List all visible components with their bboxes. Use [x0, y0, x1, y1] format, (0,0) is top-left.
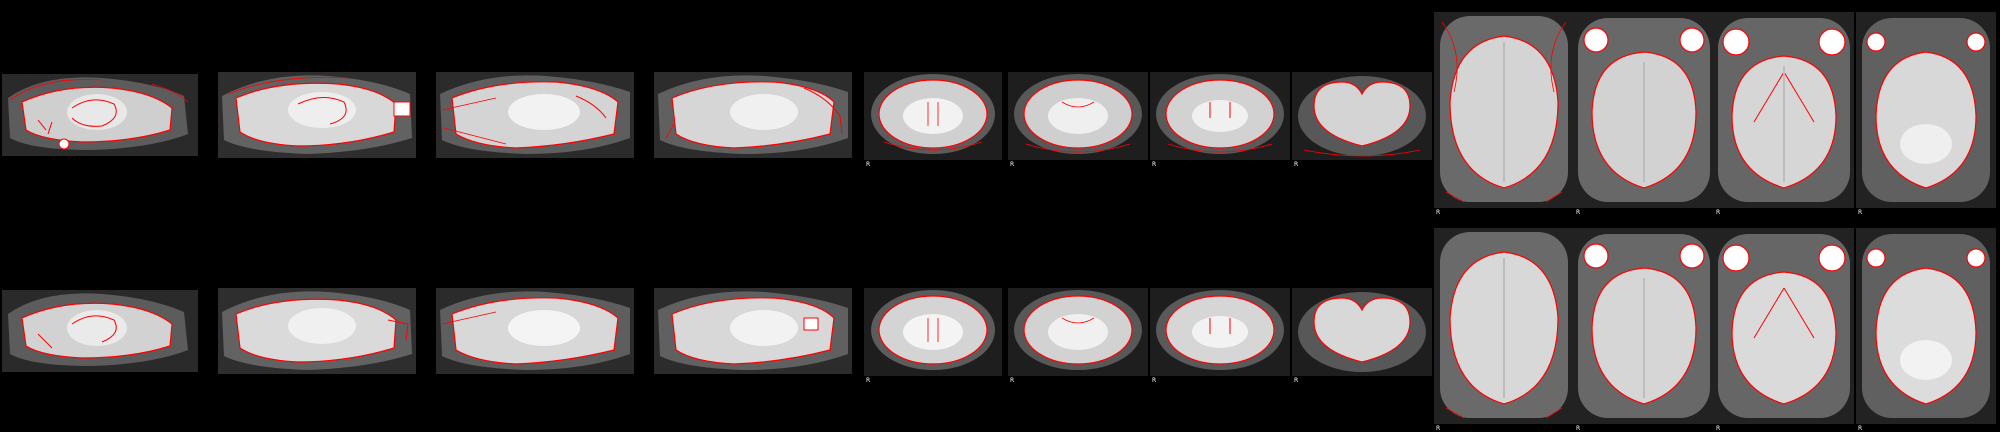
mri-coronal-image [1292, 288, 1432, 376]
mri-coronal-image [864, 288, 1002, 376]
orientation-label: R [1716, 209, 1721, 216]
mri-coronal-image [1150, 72, 1290, 160]
sagittal-slice-3 [436, 68, 634, 160]
coronal-slice-2: R [1008, 288, 1148, 384]
slice-row-2: R R R R [0, 216, 2000, 432]
coronal-slice-3: R [1150, 288, 1290, 384]
orientation-label: R [1152, 377, 1157, 384]
orientation-label: R [1716, 425, 1721, 432]
orientation-label: R [866, 377, 871, 384]
sagittal-slice-1 [2, 284, 198, 376]
slice-row-1: R R R R [2, 12, 1996, 216]
orientation-label: R [1858, 425, 1863, 432]
mri-axial-image [1856, 12, 1996, 208]
orientation-label: R [1294, 161, 1299, 168]
mri-coronal-image [1008, 288, 1148, 376]
orientation-label: R [1152, 161, 1157, 168]
coronal-slice-4: R [1292, 72, 1432, 168]
mri-sagittal-image [218, 288, 416, 374]
orientation-label: R [1576, 425, 1581, 432]
mri-axial-image [1714, 228, 1854, 424]
mri-sagittal-image [436, 288, 634, 374]
sagittal-slice-2 [218, 68, 416, 160]
orientation-label: R [1294, 377, 1299, 384]
mri-axial-image [1574, 228, 1714, 424]
axial-slice-3: R [1714, 12, 1854, 216]
mri-axial-image [1574, 12, 1714, 208]
sagittal-slice-1 [2, 68, 198, 160]
coronal-slice-4: R [1292, 288, 1432, 384]
axial-slice-2: R [1574, 228, 1714, 432]
sagittal-slice-3 [436, 284, 634, 376]
sagittal-slice-4 [654, 284, 852, 376]
axial-slice-2: R [1574, 12, 1714, 216]
coronal-slice-3: R [1150, 72, 1290, 168]
mri-coronal-image [1292, 72, 1432, 160]
mri-coronal-image [1008, 72, 1148, 160]
coronal-slice-1: R [864, 288, 1002, 384]
mri-axial-image [1434, 228, 1574, 424]
mri-axial-image [1856, 228, 1996, 424]
sagittal-slice-4 [654, 68, 852, 160]
axial-slice-4: R [1856, 12, 1996, 216]
mri-sagittal-image [218, 72, 416, 158]
mri-sagittal-image [654, 72, 852, 158]
sagittal-slice-2 [218, 284, 416, 376]
orientation-label: R [1576, 209, 1581, 216]
orientation-label: R [1010, 161, 1015, 168]
axial-slice-3: R [1714, 228, 1854, 432]
axial-slice-1: R [1434, 12, 1574, 216]
mri-sagittal-image [2, 74, 198, 156]
mri-axial-image [1714, 12, 1854, 208]
axial-slice-1: R [1434, 228, 1574, 432]
orientation-label: R [1858, 209, 1863, 216]
coronal-slice-2: R [1008, 72, 1148, 168]
mri-axial-image [1434, 12, 1574, 208]
mri-sagittal-image [2, 290, 198, 372]
orientation-label: R [1436, 425, 1441, 432]
axial-slice-4: R [1856, 228, 1996, 432]
mri-sagittal-image [654, 288, 852, 374]
mri-coronal-image [1150, 288, 1290, 376]
orientation-label: R [1436, 209, 1441, 216]
orientation-label: R [1010, 377, 1015, 384]
orientation-label: R [866, 161, 871, 168]
mri-coronal-image [864, 72, 1002, 160]
coronal-slice-1: R [864, 72, 1002, 168]
mri-sagittal-image [436, 72, 634, 158]
